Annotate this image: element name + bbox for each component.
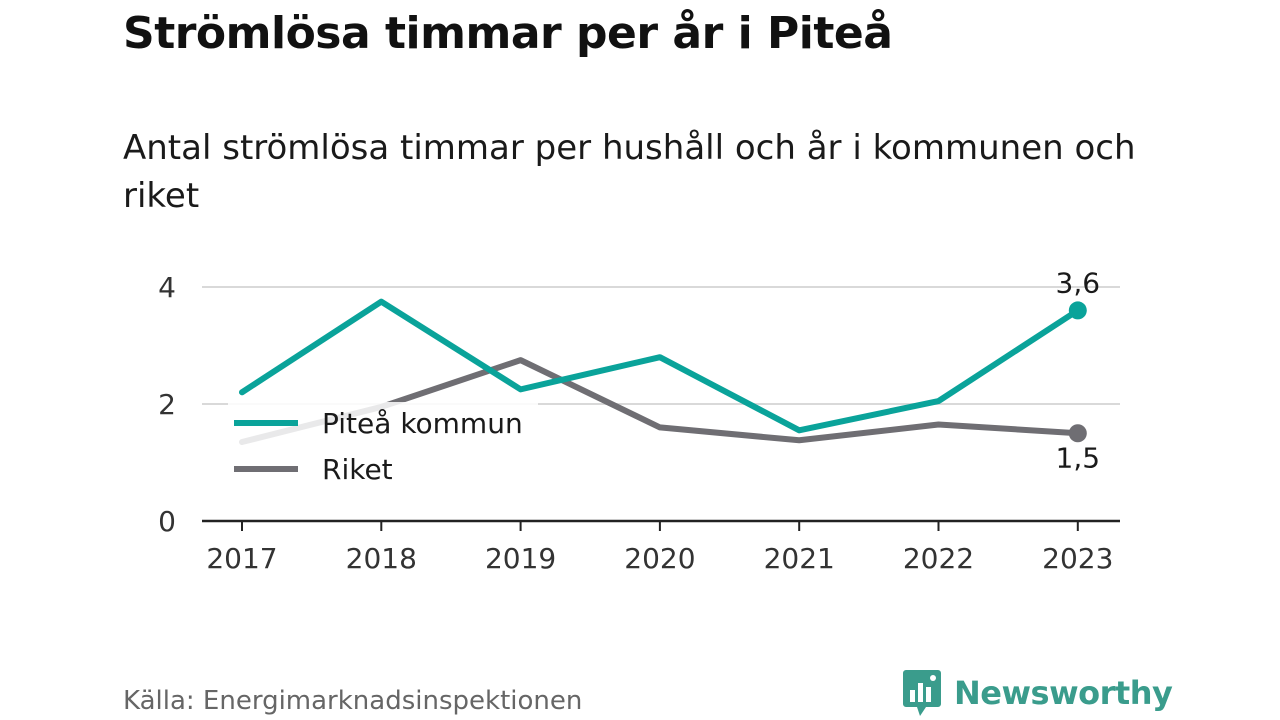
brand-name: Newsworthy (954, 674, 1173, 712)
source-note: Källa: Energimarknadsinspektionen (123, 686, 583, 716)
end-point-marker (1068, 301, 1087, 320)
data-labels: 3,6 1,5 (1056, 266, 1101, 474)
chart-title: Strömlösa timmar per år i Piteå (123, 8, 893, 59)
chart-subtitle: Antal strömlösa timmar per hushåll och å… (123, 128, 1136, 216)
x-tick-label: 2023 (1042, 542, 1113, 575)
gridlines (202, 286, 1120, 405)
series-line-pitea (239, 298, 1081, 434)
x-tick-label: 2020 (624, 542, 695, 575)
end-value-label: 3,6 (1056, 266, 1101, 299)
y-tick-label: 2 (158, 388, 176, 421)
bar-chart-speech-bubble-icon (903, 670, 941, 716)
legend-label: Piteå kommun (322, 407, 523, 440)
x-tick-label: 2019 (485, 542, 556, 575)
x-tick-label: 2022 (903, 542, 974, 575)
x-tick-label: 2017 (206, 542, 277, 575)
y-tick-label: 0 (158, 505, 176, 538)
brand-logo: Newsworthy (902, 668, 1173, 718)
x-tick-label: 2018 (346, 542, 417, 575)
axes: 0 2 4 2017 2018 2019 2020 2021 2022 2023 (158, 271, 1120, 575)
y-tick-label: 4 (158, 271, 176, 304)
legend-backdrop (228, 402, 538, 490)
end-value-label: 1,5 (1056, 441, 1101, 474)
legend: Piteå kommun Riket (228, 402, 538, 490)
end-point-marker (1068, 424, 1087, 443)
x-tick-label: 2021 (764, 542, 835, 575)
legend-label: Riket (322, 453, 393, 486)
